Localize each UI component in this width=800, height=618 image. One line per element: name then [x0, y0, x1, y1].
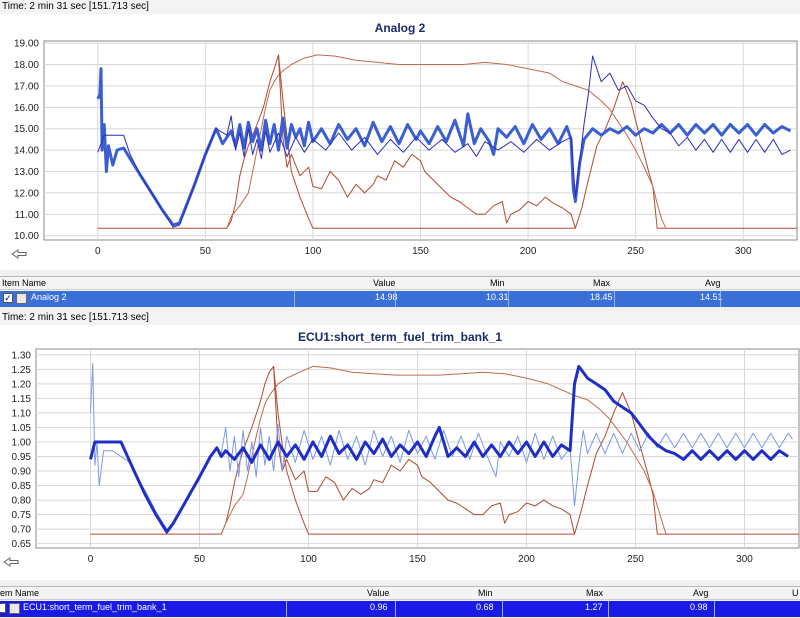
x-tick-label: 300 [735, 246, 752, 257]
y-tick-label: 1.25 [12, 365, 32, 376]
y-tick-label: 1.15 [12, 394, 32, 405]
y-tick-label: 13.00 [14, 167, 39, 178]
series-line-4 [273, 366, 575, 535]
x-tick-label: 200 [520, 246, 537, 257]
y-tick-label: 15.00 [14, 124, 39, 135]
y-tick-label: 18.00 [14, 60, 39, 71]
y-tick-label: 1.30 [12, 350, 32, 361]
x-tick-label: 150 [409, 554, 426, 565]
col-min[interactable]: Min [490, 278, 505, 288]
row-item-name-2: ECU1:short_term_fuel_trim_bank_1 [23, 602, 167, 612]
row-max: 18.45 [590, 292, 613, 302]
time-label-top: Time: 2 min 31 sec [151.713 sec] [0, 0, 800, 14]
row-avg-2: 0.98 [690, 602, 708, 612]
y-tick-label: 1.00 [12, 437, 32, 448]
table-row-2[interactable]: ECU1:short_term_fuel_trim_bank_1 0.96 0.… [0, 601, 800, 617]
y-tick-label: 16.00 [14, 103, 39, 114]
series-line-4 [278, 54, 576, 229]
series-line-1 [89, 364, 789, 534]
y-tick-label: 17.00 [14, 81, 39, 92]
col-max-2[interactable]: Max [586, 588, 604, 598]
row-item-name: Analog 2 [31, 292, 67, 302]
y-tick-label: 1.10 [12, 408, 32, 419]
y-tick-label: 1.05 [12, 423, 32, 434]
x-tick-label: 200 [518, 554, 535, 565]
table-row[interactable]: ✓ Analog 2 14.98 10.31 18.45 14.51 [0, 291, 800, 307]
y-tick-label: 12.00 [14, 188, 39, 199]
x-tick-label: 250 [627, 246, 644, 257]
y-tick-label: 0.70 [12, 525, 32, 536]
x-tick-label: 50 [200, 246, 212, 257]
y-tick-label: 0.95 [12, 452, 32, 463]
chart-fuel-trim[interactable]: 0.65 0.70 0.75 0.80 0.85 0.90 0.95 1.00 1.05 1.10… [0, 325, 800, 580]
y-tick-label: 14.00 [14, 146, 39, 157]
channel-icon [16, 293, 27, 304]
x-tick-label: 0 [95, 246, 101, 257]
x-tick-label: 250 [627, 554, 644, 565]
row-min: 10.31 [486, 292, 509, 302]
chart-analog2[interactable]: 10.00 11.00 12.00 13.00 14.00 15.00 16.00 17.00… [0, 14, 800, 270]
table-header-2: em Name Value Min Max Avg U [0, 586, 800, 600]
scroll-left-icon [11, 249, 27, 259]
series-line-3 [220, 365, 667, 535]
y-tick-label: 11.00 [15, 210, 40, 221]
time-label-bottom: Time: 2 min 31 sec [151.713 sec] [0, 311, 800, 325]
y-tick-label: 0.90 [12, 467, 32, 478]
col-max[interactable]: Max [593, 278, 611, 288]
y-tick-label: 10.00 [14, 231, 39, 242]
series-line-2 [97, 54, 797, 229]
row-value: 14.98 [375, 292, 398, 302]
row-avg: 14.51 [700, 292, 723, 302]
y-tick-label: 1.20 [12, 379, 32, 390]
col-extra-2[interactable]: U [792, 588, 799, 598]
chart-title-analog2: Analog 2 [374, 21, 426, 35]
y-tick-label: 19.00 [14, 39, 39, 50]
visibility-checkbox-2[interactable] [0, 603, 6, 613]
row-min-2: 0.68 [476, 602, 494, 612]
scroll-left-icon [3, 557, 19, 567]
y-tick-label: 0.85 [12, 481, 32, 492]
col-value[interactable]: Value [373, 278, 396, 288]
col-avg[interactable]: Avg [705, 278, 721, 288]
visibility-checkbox[interactable]: ✓ [3, 293, 13, 303]
y-tick-label: 0.75 [12, 510, 32, 521]
x-tick-label: 100 [305, 246, 322, 257]
series-line-3 [226, 54, 667, 229]
chart-title-fuel-trim: ECU1:short_term_fuel_trim_bank_1 [297, 330, 503, 344]
x-tick-label: 300 [736, 554, 753, 565]
row-value-2: 0.96 [370, 602, 388, 612]
col-value-2[interactable]: Value [367, 588, 390, 598]
x-tick-label: 150 [412, 246, 429, 257]
x-tick-label: 0 [88, 554, 94, 565]
channel-icon-2 [9, 603, 20, 614]
x-tick-label: 100 [300, 554, 317, 565]
table-header: Item Name Value Min Max Avg [0, 276, 800, 290]
y-tick-label: 0.65 [12, 539, 32, 550]
row-max-2: 1.27 [585, 602, 603, 612]
series-line-1 [97, 55, 791, 228]
col-avg-2[interactable]: Avg [693, 588, 709, 598]
col-min-2[interactable]: Min [478, 588, 493, 598]
col-item-name[interactable]: Item Name [2, 278, 47, 288]
y-tick-label: 0.80 [12, 496, 32, 507]
x-tick-label: 50 [194, 554, 206, 565]
col-item-name-2[interactable]: em Name [0, 588, 40, 598]
